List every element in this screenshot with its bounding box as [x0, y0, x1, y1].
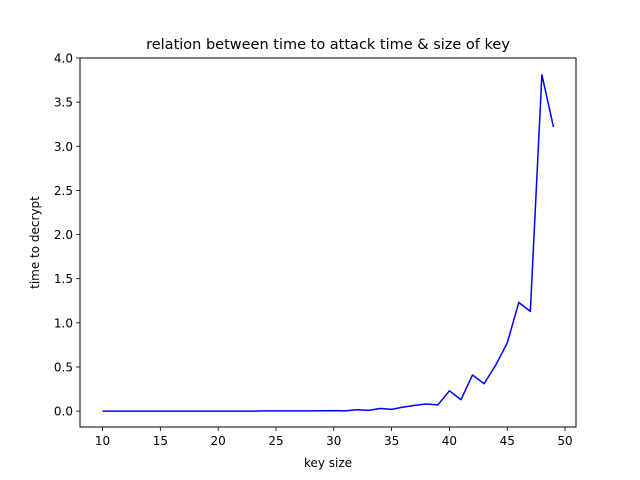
x-tick-label: 30: [326, 434, 341, 448]
y-tick-label: 1.0: [54, 316, 73, 330]
x-tick-label: 35: [384, 434, 399, 448]
x-tick-label: 40: [442, 434, 457, 448]
x-tick-label: 50: [557, 434, 572, 448]
x-tick-label: 15: [153, 434, 168, 448]
x-axis-label: key size: [304, 456, 352, 470]
x-tick-label: 10: [95, 434, 110, 448]
series-line: [102, 74, 555, 412]
x-tick-label: 20: [211, 434, 226, 448]
y-tick-label: 2.5: [54, 184, 73, 198]
y-tick-label: 4.0: [54, 52, 73, 66]
x-tick-label: 45: [500, 434, 515, 448]
y-tick-label: 0.5: [54, 360, 73, 374]
axes-frame: [79, 57, 577, 428]
y-tick-label: 3.5: [54, 96, 73, 110]
y-tick-label: 2.0: [54, 228, 73, 242]
y-axis: 0.0 0.5 1.0 1.5 2.0 2.5 3.0 3.5 4.0: [54, 52, 80, 419]
x-axis: 10 15 20 25 30 35 40 45 50: [95, 427, 573, 448]
y-tick-label: 3.0: [54, 140, 73, 154]
chart-title: relation between time to attack time & s…: [146, 37, 510, 53]
plot-area: [79, 57, 577, 428]
y-tick-label: 0.0: [54, 405, 73, 419]
y-tick-label: 1.5: [54, 272, 73, 286]
x-tick-label: 25: [268, 434, 283, 448]
y-axis-label: time to decrypt: [28, 196, 42, 289]
